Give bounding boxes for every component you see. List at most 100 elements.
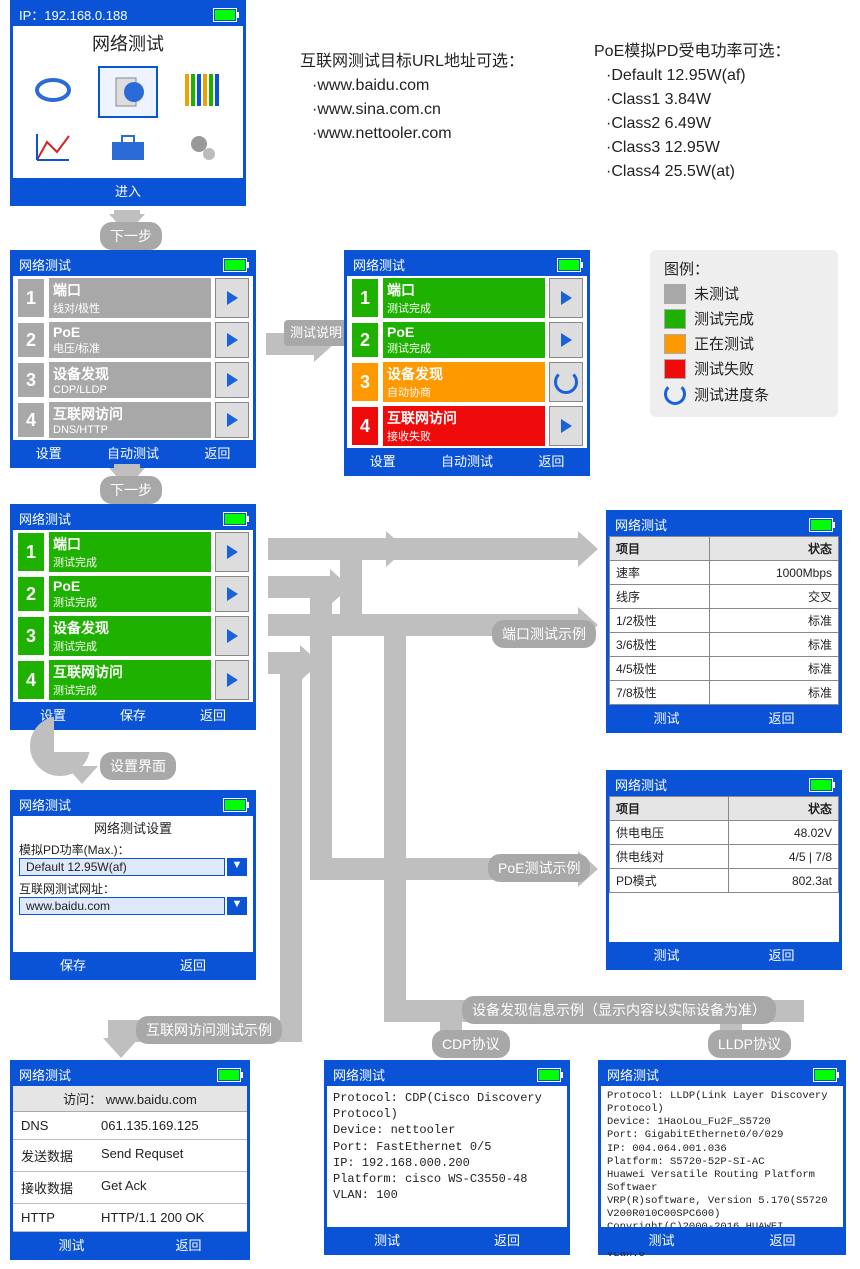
f-set[interactable]: 设置 [36,443,62,462]
globe-icon[interactable] [98,66,158,118]
test-info: 端口测试完成 [49,532,211,572]
home-icon-grid [13,60,243,178]
test-num: 1 [351,278,379,318]
f-save[interactable]: 保存 [60,955,86,974]
test-info: 设备发现测试完成 [49,616,211,656]
test-num: 1 [17,278,45,318]
enter-button[interactable]: 进入 [115,181,141,200]
device-lldp: 网络测试 Protocol: LLDP(Link Layer Discovery… [598,1060,846,1255]
detail-button[interactable] [215,278,249,318]
f-back[interactable]: 返回 [200,705,226,724]
label-testdesc: 测试说明 [284,320,348,346]
title: 网络测试 [19,255,71,274]
arrow-port-3 [268,538,388,560]
wiremap-icon[interactable] [175,66,231,114]
chevron-down-icon[interactable]: ▼ [227,858,247,876]
test-num: 2 [17,576,45,612]
battery-icon [557,258,581,272]
f-back[interactable]: 返回 [494,1230,520,1249]
detail-button[interactable] [549,362,583,402]
legend-row: 测试失败 [664,358,824,379]
detail-button[interactable] [215,660,249,700]
table-row: 供电电压48.02V [610,821,839,845]
title: 网络测试 [19,1065,71,1084]
test-num: 2 [351,322,379,358]
test-num: 4 [17,402,45,438]
cable-icon[interactable] [25,66,81,114]
f-back[interactable]: 返回 [769,1230,795,1249]
s-r2-value[interactable]: www.baidu.com [19,897,225,915]
f-test[interactable]: 测试 [648,1230,674,1249]
f-test[interactable]: 测试 [653,708,679,727]
table-row: 7/8极性标准 [610,681,839,705]
f-back[interactable]: 返回 [538,451,564,470]
test-row: 1端口线对/极性 [17,278,249,318]
battery-icon [223,798,247,812]
test-num: 2 [17,322,45,358]
arrow-poe-v [310,576,332,876]
legend-title: 图例： [664,258,824,279]
battery-icon [537,1068,561,1082]
device-step-done: 网络测试 1端口测试完成2PoE测试完成3设备发现测试完成4互联网访问测试完成 … [10,504,256,730]
test-info: PoE测试完成 [49,576,211,612]
detail-button[interactable] [215,532,249,572]
f-test[interactable]: 测试 [374,1230,400,1249]
poe-3: ·Class2 6.49W [594,112,844,136]
detail-button[interactable] [215,362,249,398]
label-next2: 下一步 [100,476,162,504]
chevron-down-icon[interactable]: ▼ [227,897,247,915]
title: 网络测试 [333,1065,385,1084]
f-back[interactable]: 返回 [175,1235,201,1254]
test-row: 2PoE测试完成 [351,322,583,358]
legend-row: 未测试 [664,283,824,304]
f-back[interactable]: 返回 [204,443,230,462]
list-item: 发送数据Send Requset [13,1140,247,1172]
s-r2-label: 互联网测试网址： [19,880,247,897]
test-info: PoE电压/标准 [49,322,211,358]
f-save[interactable]: 保存 [120,705,146,724]
test-row: 4互联网访问接收失败 [351,406,583,446]
title: 网络测试 [19,795,71,814]
label-poe: PoE测试示例 [488,854,590,882]
poe-title: PoE模拟PD受电功率可选： [594,40,844,64]
test-info: 互联网访问接收失败 [383,406,545,446]
table-row: 4/5极性标准 [610,657,839,681]
f-back[interactable]: 返回 [180,955,206,974]
h1: 状态 [729,797,839,821]
cdp-text: Protocol: CDP(Cisco Discovery Protocol)D… [327,1086,567,1207]
gear-icon[interactable] [175,124,231,172]
arrow-int2 [268,652,302,674]
f-test[interactable]: 测试 [58,1235,84,1254]
table-row: 3/6极性标准 [610,633,839,657]
test-row: 3设备发现测试完成 [17,616,249,656]
table-row: PD模式802.3at [610,869,839,893]
detail-button[interactable] [215,616,249,656]
f-set[interactable]: 设置 [370,451,396,470]
detail-button[interactable] [549,278,583,318]
graph-icon[interactable] [25,124,81,172]
f-back[interactable]: 返回 [768,945,794,964]
poe-2: ·Class1 3.84W [594,88,844,112]
detail-button[interactable] [215,576,249,612]
test-info: 端口测试完成 [383,278,545,318]
f-test[interactable]: 测试 [653,945,679,964]
title: 网络测试 [607,1065,659,1084]
label-cdp: CDP协议 [432,1030,510,1058]
detail-button[interactable] [549,322,583,358]
test-info: 互联网访问DNS/HTTP [49,402,211,438]
detail-button[interactable] [215,322,249,358]
battery-icon [217,1068,241,1082]
f-auto[interactable]: 自动测试 [107,443,159,462]
detail-button[interactable] [549,406,583,446]
test-row: 1端口测试完成 [17,532,249,572]
battery-icon [223,258,247,272]
toolbox-icon[interactable] [100,124,156,172]
detail-button[interactable] [215,402,249,438]
arrow-int-d [110,1020,132,1040]
f-auto[interactable]: 自动测试 [441,451,493,470]
f-back[interactable]: 返回 [768,708,794,727]
arrow-next2 [114,464,140,470]
test-row: 2PoE电压/标准 [17,322,249,358]
s-r1-value[interactable]: Default 12.95W(af) [19,858,225,876]
battery-icon [213,8,237,22]
